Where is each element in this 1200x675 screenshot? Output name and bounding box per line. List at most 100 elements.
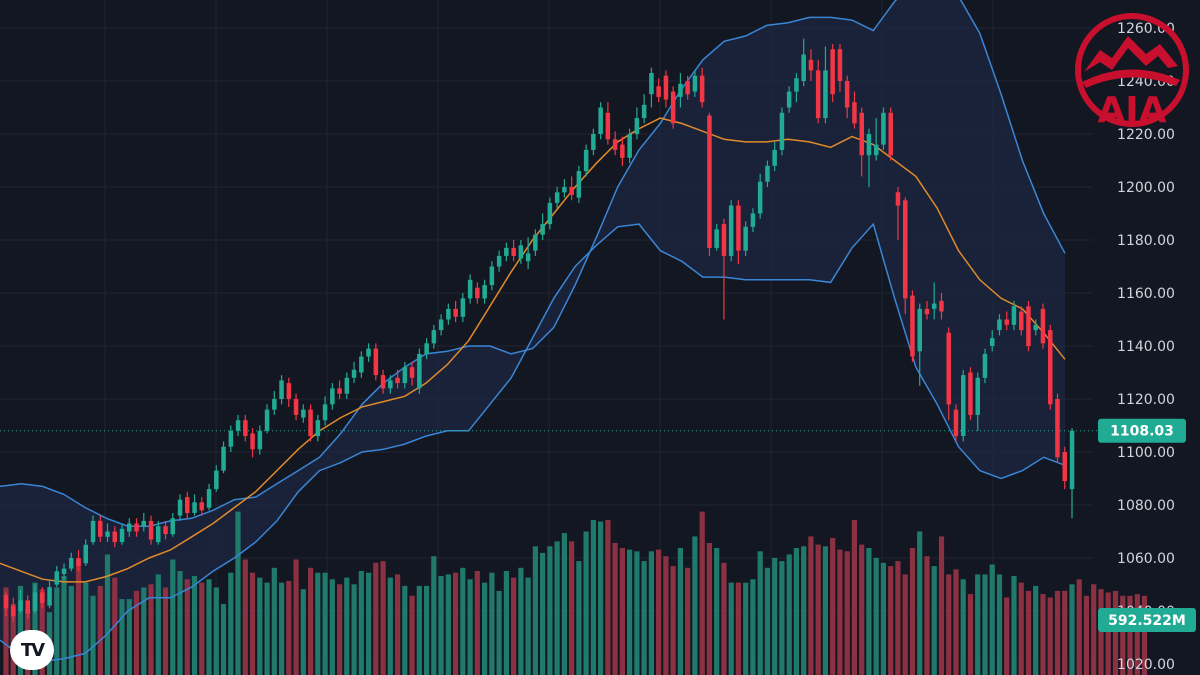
candle	[409, 361, 415, 386]
price-tick-label: 1020.00	[1117, 657, 1175, 673]
candle	[243, 414, 248, 442]
candle	[221, 441, 226, 474]
volume-last-label: 592.522M	[1108, 613, 1186, 629]
candle	[815, 59, 821, 124]
candle	[47, 579, 52, 609]
candle-body	[757, 181, 763, 214]
candle-body	[460, 298, 466, 317]
candle	[707, 112, 712, 256]
volume-bar	[358, 571, 364, 675]
candle	[54, 565, 59, 588]
candle-body	[779, 112, 785, 150]
volume-bar	[61, 576, 67, 675]
volume-bar	[1141, 595, 1148, 675]
candle-body	[11, 605, 16, 617]
volume-bar	[482, 582, 488, 675]
volume-bar	[496, 590, 502, 675]
candle-body	[562, 187, 567, 193]
candle-body	[395, 377, 400, 384]
candle	[1019, 306, 1024, 336]
volume-bar	[605, 519, 611, 675]
candle-body	[547, 202, 553, 225]
candle-body	[1011, 306, 1017, 325]
candle	[641, 94, 647, 124]
candle-body	[765, 165, 770, 182]
volume-bar	[909, 548, 916, 675]
volume-bar	[721, 562, 727, 675]
candle-body	[591, 134, 596, 150]
candle-body	[598, 107, 603, 134]
volume-bar	[373, 562, 379, 675]
candle	[467, 274, 473, 304]
candle	[714, 224, 719, 251]
volume-bar	[503, 571, 509, 675]
candle	[257, 425, 263, 455]
candle-body	[518, 245, 524, 259]
candle-body	[823, 70, 828, 119]
volume-bar	[561, 533, 567, 675]
candle	[250, 428, 255, 458]
volume-bar	[699, 511, 705, 675]
candle	[620, 136, 625, 166]
candle-body	[866, 134, 872, 156]
candle-body	[903, 200, 908, 299]
volume-bar	[532, 546, 538, 675]
volume-bar	[177, 571, 183, 675]
candle-body	[127, 523, 132, 532]
candle	[961, 369, 966, 442]
candle-body	[794, 78, 799, 92]
volume-bar	[1011, 576, 1017, 675]
candle	[750, 208, 756, 233]
candle-body	[373, 348, 379, 376]
candle	[40, 587, 45, 609]
candle-body	[119, 528, 125, 543]
price-tick-label: 1100.00	[1117, 445, 1175, 461]
candle	[90, 515, 96, 545]
volume-bar	[228, 572, 234, 675]
volume-bar	[772, 557, 778, 675]
candle	[692, 70, 698, 97]
candle	[953, 404, 959, 442]
candle	[286, 377, 292, 407]
candle	[903, 197, 908, 315]
last-price-tag: 1108.03	[1098, 418, 1186, 443]
candle	[482, 279, 487, 304]
candle	[649, 67, 654, 108]
candle-body	[475, 287, 480, 299]
tradingview-logo-icon[interactable]: TV	[10, 630, 54, 670]
candle-body	[895, 192, 901, 206]
candle	[547, 197, 553, 230]
volume-bar	[366, 572, 372, 675]
volume-bar	[220, 604, 227, 675]
volume-bar	[793, 548, 799, 675]
candle	[141, 512, 146, 532]
volume-bar	[474, 571, 480, 675]
candle-body	[446, 308, 451, 320]
candle-body	[61, 568, 67, 574]
candle-body	[874, 144, 879, 156]
volume-bar	[206, 579, 212, 675]
candle	[699, 67, 705, 108]
volume-bar	[975, 574, 981, 675]
candle	[591, 128, 596, 156]
candle-body	[576, 171, 582, 198]
candle	[1048, 324, 1053, 410]
candle-body	[670, 91, 676, 124]
candle	[910, 290, 915, 362]
candle-body	[322, 404, 328, 421]
candle	[453, 300, 458, 323]
candle	[844, 75, 850, 119]
candle-body	[525, 253, 531, 262]
candle-body	[511, 247, 516, 256]
candle-body	[279, 380, 284, 399]
volume-bar	[1018, 582, 1024, 675]
candle	[3, 592, 9, 617]
volume-bar	[743, 582, 749, 675]
candle	[315, 414, 321, 442]
candle	[301, 404, 306, 423]
candle-body	[815, 70, 821, 119]
volume-bar	[612, 543, 618, 675]
candle	[670, 86, 676, 129]
candle	[1011, 300, 1017, 331]
